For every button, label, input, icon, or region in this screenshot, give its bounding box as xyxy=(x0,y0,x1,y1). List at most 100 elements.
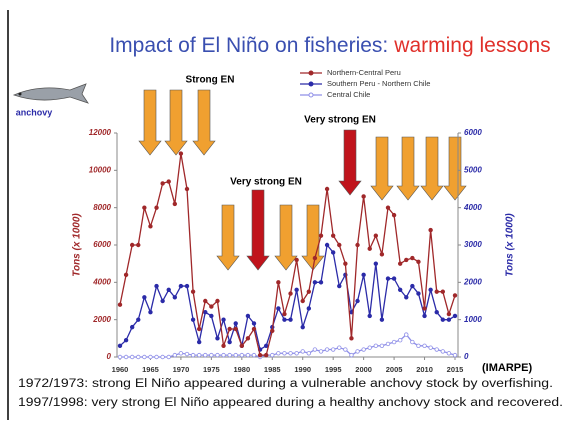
data-point xyxy=(294,351,299,356)
title-emphasis: warming lessons xyxy=(393,34,550,57)
data-point xyxy=(215,336,220,341)
data-point xyxy=(142,354,147,360)
data-point xyxy=(318,280,324,285)
y2-tick-label: 3000 xyxy=(464,240,482,249)
data-point xyxy=(422,313,427,319)
data-point xyxy=(379,343,385,348)
data-point xyxy=(385,205,391,210)
y2-axis-title: Tons (x 1000) xyxy=(505,213,516,277)
y2-tick-label: 2000 xyxy=(463,277,482,286)
data-point xyxy=(452,313,458,319)
data-point xyxy=(129,324,135,330)
data-point xyxy=(270,352,275,358)
data-point xyxy=(263,343,269,348)
data-point xyxy=(397,261,403,266)
data-point xyxy=(190,352,196,358)
data-point xyxy=(324,347,330,352)
y-axis-title: Tons (x 1000) xyxy=(72,213,83,277)
source: (IMARPE) xyxy=(482,362,532,374)
data-point xyxy=(324,242,330,248)
data-point xyxy=(203,298,208,304)
data-point xyxy=(123,272,129,278)
data-point xyxy=(330,347,336,352)
data-point xyxy=(410,255,415,261)
data-point xyxy=(276,280,281,285)
data-point xyxy=(215,352,220,358)
data-point xyxy=(330,250,336,255)
data-point xyxy=(300,349,305,354)
data-point xyxy=(312,280,318,285)
arrow xyxy=(370,136,394,201)
data-point xyxy=(300,298,305,304)
x-tick-label: 1990 xyxy=(294,365,311,374)
data-point xyxy=(306,351,312,356)
data-point xyxy=(227,339,232,345)
data-point xyxy=(123,338,129,343)
data-point xyxy=(117,302,123,307)
data-point xyxy=(245,352,251,358)
data-point xyxy=(221,317,226,322)
data-point xyxy=(410,339,415,345)
data-point xyxy=(148,310,153,315)
data-point xyxy=(215,298,220,304)
data-point xyxy=(184,351,190,357)
data-point xyxy=(148,354,153,360)
y-tick-label: 4000 xyxy=(92,277,111,286)
data-point xyxy=(312,347,318,352)
data-point xyxy=(385,276,391,281)
arrow xyxy=(420,136,444,201)
data-point xyxy=(221,343,226,348)
y-tick-label: 12000 xyxy=(89,128,112,137)
arrow xyxy=(192,89,216,156)
data-point xyxy=(263,352,269,358)
series-line xyxy=(119,153,456,356)
y-tick-label: 10000 xyxy=(89,165,112,174)
data-point xyxy=(355,349,360,354)
data-point xyxy=(330,233,336,238)
data-point xyxy=(178,283,184,289)
title: Impact of El Niño on fisheries: warming l… xyxy=(109,34,550,57)
data-point xyxy=(361,347,366,352)
x-tick-label: 1960 xyxy=(112,365,129,374)
data-point xyxy=(391,339,397,345)
title-main: Impact of El Niño on fisheries: xyxy=(109,34,388,57)
data-point xyxy=(404,257,409,263)
data-point xyxy=(367,313,372,319)
x-tick-label: 1965 xyxy=(142,365,159,374)
data-point xyxy=(306,289,312,294)
data-point xyxy=(355,242,360,248)
data-point xyxy=(123,354,129,360)
data-point xyxy=(233,321,238,326)
data-point xyxy=(391,212,397,218)
data-point xyxy=(129,242,135,248)
data-point xyxy=(379,317,385,322)
data-point xyxy=(196,339,202,345)
data-point xyxy=(142,205,147,210)
data-point xyxy=(337,345,342,350)
data-point xyxy=(166,287,171,292)
data-point xyxy=(172,352,178,358)
x-tick-label: 1980 xyxy=(233,365,250,374)
data-point xyxy=(184,186,190,192)
y-tick-label: 0 xyxy=(107,352,112,361)
data-point xyxy=(166,179,171,184)
data-point xyxy=(397,287,403,292)
data-point xyxy=(227,352,232,358)
data-point xyxy=(117,343,123,348)
data-point xyxy=(355,298,360,304)
data-point xyxy=(385,341,391,347)
arrow xyxy=(443,136,467,201)
data-point xyxy=(446,351,452,356)
data-point xyxy=(446,317,452,322)
data-point xyxy=(373,261,379,266)
data-point xyxy=(233,326,238,332)
data-point xyxy=(324,186,330,192)
data-point xyxy=(404,295,409,300)
legend-label: Northern-Central Peru xyxy=(327,68,401,77)
fish xyxy=(12,83,89,104)
data-point xyxy=(391,276,397,281)
data-point xyxy=(245,336,251,341)
data-point xyxy=(282,317,287,322)
y-tick-label: 2000 xyxy=(92,315,111,324)
